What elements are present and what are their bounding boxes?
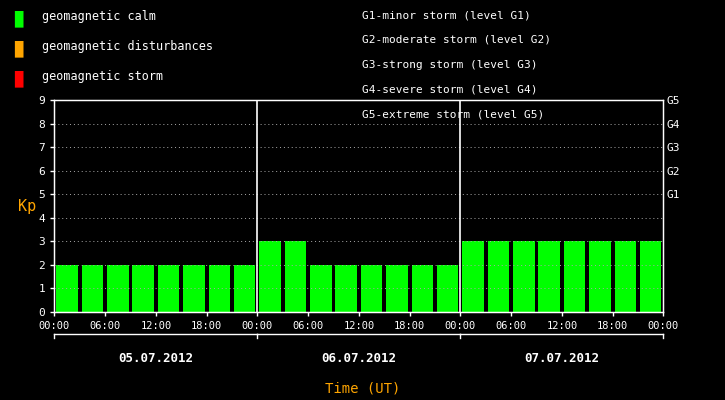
Bar: [158, 265, 179, 312]
Text: █: █: [14, 10, 23, 27]
Text: 07.07.2012: 07.07.2012: [524, 352, 600, 365]
Text: 06.07.2012: 06.07.2012: [321, 352, 397, 365]
Bar: [640, 241, 661, 312]
Text: G3-strong storm (level G3): G3-strong storm (level G3): [362, 60, 538, 70]
Text: geomagnetic storm: geomagnetic storm: [42, 70, 163, 83]
Bar: [615, 241, 636, 312]
Bar: [183, 265, 204, 312]
Text: Time (UT): Time (UT): [325, 382, 400, 396]
Bar: [82, 265, 103, 312]
Bar: [285, 241, 306, 312]
Text: 05.07.2012: 05.07.2012: [118, 352, 194, 365]
Bar: [437, 265, 458, 312]
Text: █: █: [14, 70, 23, 87]
Text: G5-extreme storm (level G5): G5-extreme storm (level G5): [362, 109, 544, 119]
Y-axis label: Kp: Kp: [18, 198, 36, 214]
Bar: [539, 241, 560, 312]
Bar: [589, 241, 610, 312]
Text: G4-severe storm (level G4): G4-severe storm (level G4): [362, 84, 538, 94]
Bar: [336, 265, 357, 312]
Bar: [488, 241, 509, 312]
Bar: [107, 265, 128, 312]
Text: geomagnetic calm: geomagnetic calm: [42, 10, 156, 23]
Text: G1-minor storm (level G1): G1-minor storm (level G1): [362, 10, 531, 20]
Bar: [361, 265, 382, 312]
Bar: [463, 241, 484, 312]
Bar: [234, 265, 255, 312]
Bar: [133, 265, 154, 312]
Bar: [260, 241, 281, 312]
Bar: [412, 265, 433, 312]
Bar: [564, 241, 585, 312]
Bar: [310, 265, 331, 312]
Bar: [386, 265, 407, 312]
Text: geomagnetic disturbances: geomagnetic disturbances: [42, 40, 213, 53]
Bar: [57, 265, 78, 312]
Bar: [209, 265, 230, 312]
Text: █: █: [14, 40, 23, 57]
Bar: [513, 241, 534, 312]
Text: G2-moderate storm (level G2): G2-moderate storm (level G2): [362, 35, 552, 45]
